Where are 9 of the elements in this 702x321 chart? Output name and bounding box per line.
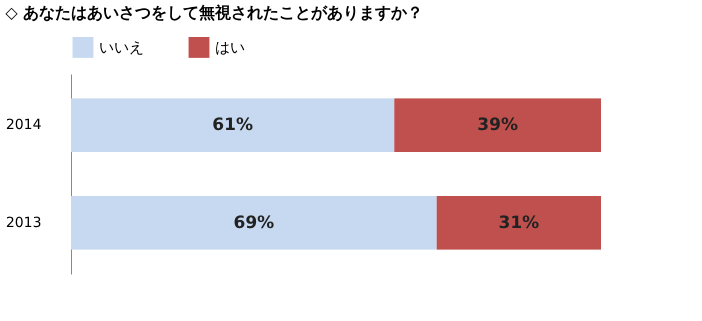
legend-label: いいえ: [99, 38, 144, 56]
y-tick-label: 2013: [6, 214, 42, 231]
legend-label: はい: [215, 38, 245, 56]
data-label: 69%: [234, 212, 274, 233]
data-label: 39%: [477, 115, 518, 136]
data-label: 61%: [212, 115, 253, 136]
data-label: 31%: [498, 212, 540, 233]
chart-title: ◇ あなたはあいさつをして無視されたことがありますか？: [5, 3, 424, 22]
y-tick-label: 2014: [6, 117, 42, 134]
